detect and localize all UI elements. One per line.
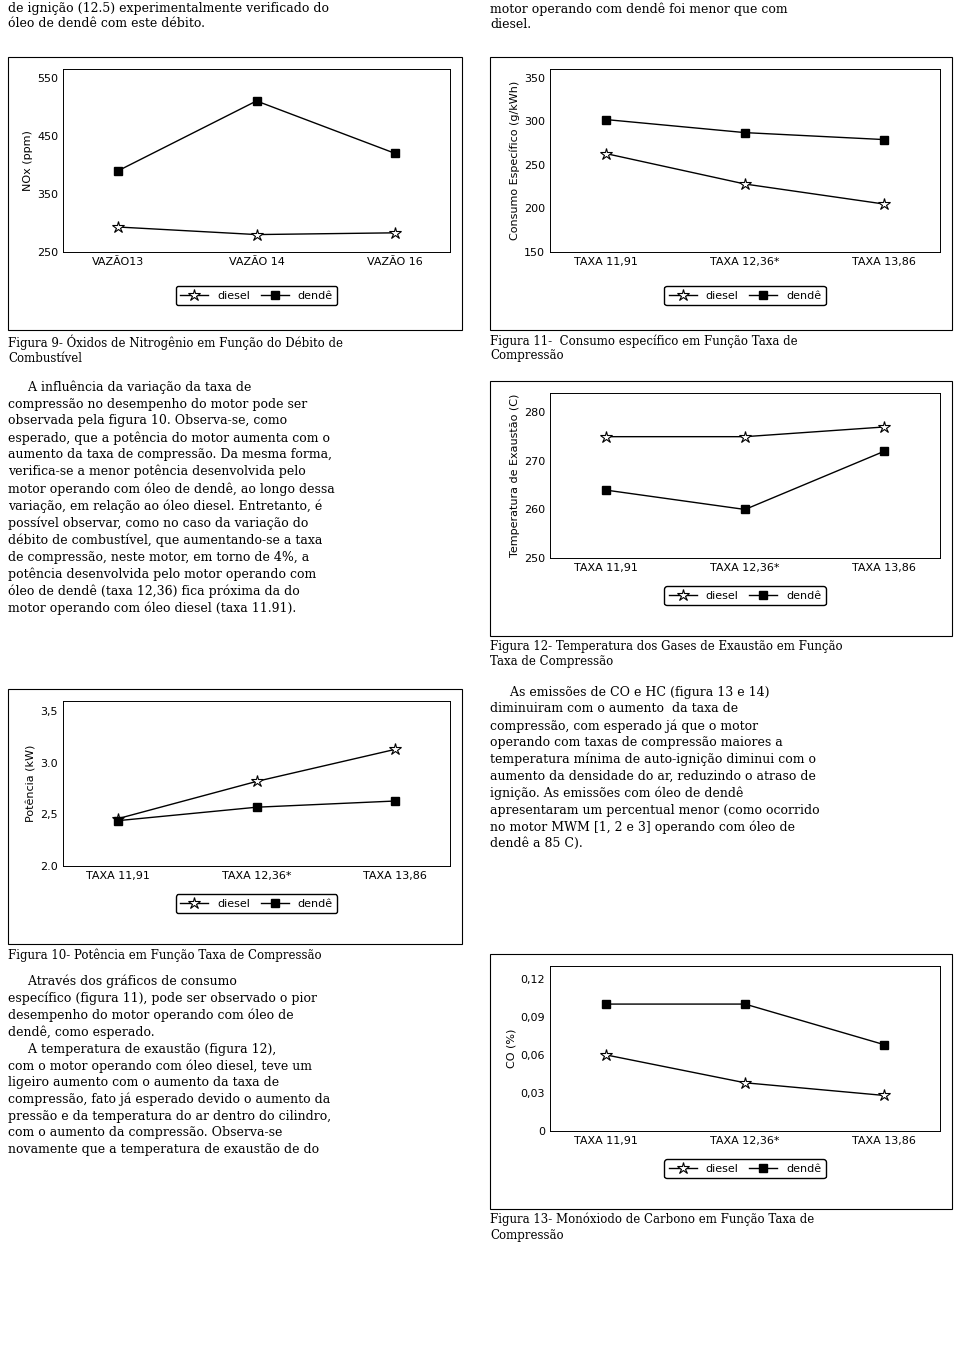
dendê (251, 799, 262, 815)
Y-axis label: NOx (ppm): NOx (ppm) (23, 130, 33, 191)
Legend: diesel, dendê: diesel, dendê (176, 895, 337, 913)
Text: A influência da variação da taxa de
compressão no desempenho do motor pode ser
o: A influência da variação da taxa de comp… (8, 381, 335, 616)
Line: dendê: dendê (602, 447, 888, 514)
dendê (600, 995, 612, 1012)
Text: motor operando com dendê foi menor que com
diesel.: motor operando com dendê foi menor que c… (490, 1, 787, 30)
Line: dendê: dendê (602, 1001, 888, 1048)
Y-axis label: Potência (kW): Potência (kW) (26, 744, 36, 822)
diesel (389, 225, 400, 241)
Text: Através dos gráficos de consumo
específico (figura 11), pode ser observado o pio: Através dos gráficos de consumo específi… (8, 974, 331, 1155)
diesel (600, 1047, 612, 1063)
diesel (739, 428, 751, 445)
dendê (878, 132, 890, 148)
dendê (739, 125, 751, 141)
Text: Figura 13- Monóxiodo de Carbono em Função Taxa de
Compressão: Figura 13- Monóxiodo de Carbono em Funçã… (490, 1214, 814, 1242)
dendê (878, 443, 890, 460)
Legend: diesel, dendê: diesel, dendê (176, 286, 337, 305)
dendê (600, 111, 612, 127)
dendê (739, 502, 751, 518)
diesel (251, 773, 262, 789)
dendê (112, 163, 124, 179)
diesel (251, 226, 262, 243)
dendê (878, 1036, 890, 1052)
dendê (112, 812, 124, 829)
dendê (251, 92, 262, 108)
Line: diesel: diesel (599, 1048, 891, 1101)
Y-axis label: CO (%): CO (%) (506, 1029, 516, 1069)
dendê (600, 481, 612, 498)
diesel (878, 419, 890, 435)
Text: de ignição (12.5) experimentalmente verificado do
óleo de dendê com este débito.: de ignição (12.5) experimentalmente veri… (8, 1, 329, 30)
Line: dendê: dendê (114, 98, 398, 175)
Legend: diesel, dendê: diesel, dendê (664, 286, 826, 305)
diesel (739, 176, 751, 193)
diesel (112, 218, 124, 235)
Line: diesel: diesel (112, 221, 401, 241)
Text: As emissões de CO e HC (figura 13 e 14)
diminuiram com o aumento  da taxa de
com: As emissões de CO e HC (figura 13 e 14) … (490, 686, 820, 850)
Text: Figura 10- Potência em Função Taxa de Compressão: Figura 10- Potência em Função Taxa de Co… (8, 948, 322, 961)
Legend: diesel, dendê: diesel, dendê (664, 586, 826, 605)
diesel (112, 811, 124, 827)
dendê (389, 145, 400, 161)
Text: Figura 12- Temperatura dos Gases de Exaustão em Função
Taxa de Compressão: Figura 12- Temperatura dos Gases de Exau… (490, 640, 843, 669)
Line: dendê: dendê (114, 797, 398, 824)
Line: diesel: diesel (112, 743, 401, 824)
diesel (878, 195, 890, 212)
Text: Figura 11-  Consumo específico em Função Taxa de
Compressão: Figura 11- Consumo específico em Função … (490, 334, 798, 362)
diesel (600, 428, 612, 445)
dendê (389, 793, 400, 810)
diesel (389, 742, 400, 758)
Line: diesel: diesel (599, 148, 891, 210)
Legend: diesel, dendê: diesel, dendê (664, 1159, 826, 1178)
diesel (739, 1075, 751, 1092)
Y-axis label: Temperatura de Exaustão (C): Temperatura de Exaustão (C) (510, 393, 519, 557)
dendê (739, 995, 751, 1012)
Line: diesel: diesel (599, 420, 891, 443)
Line: dendê: dendê (602, 115, 888, 144)
diesel (600, 145, 612, 161)
diesel (878, 1088, 890, 1104)
Y-axis label: Consumo Específico (g/kWh): Consumo Específico (g/kWh) (510, 81, 520, 240)
Text: Figura 9- Óxidos de Nitrogênio em Função do Débito de
Combustível: Figura 9- Óxidos de Nitrogênio em Função… (8, 334, 343, 365)
